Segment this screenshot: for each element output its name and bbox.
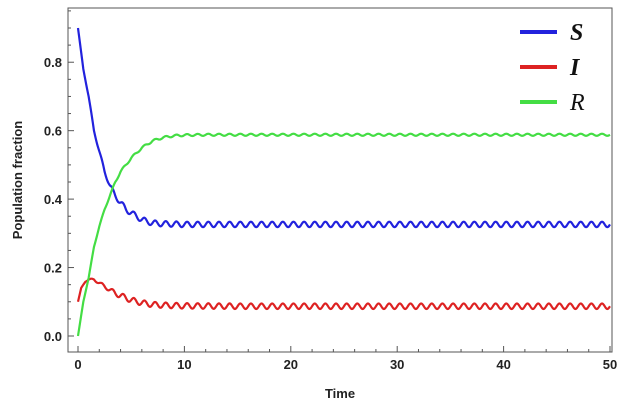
y-axis: 0.0 0.2 0.4 0.6 0.8 <box>44 10 74 344</box>
y-tick-label: 0.2 <box>44 261 62 276</box>
series-layer <box>76 27 611 337</box>
x-tick-label: 0 <box>74 357 81 372</box>
x-tick-label: 30 <box>390 357 404 372</box>
y-tick-label: 0.4 <box>44 192 63 207</box>
series-line-S <box>76 27 611 229</box>
y-tick-label: 0.6 <box>44 124 62 139</box>
x-axis-title: Time <box>325 386 355 401</box>
x-tick-label: 40 <box>496 357 510 372</box>
x-axis: 0 10 20 30 40 50 <box>74 346 617 372</box>
legend: SIR <box>520 20 585 116</box>
y-axis-title: Population fraction <box>10 121 25 240</box>
y-tick-label: 0.0 <box>44 329 62 344</box>
plot-border <box>67 7 613 353</box>
legend-label-R: R <box>569 90 585 116</box>
x-tick-label: 50 <box>603 357 617 372</box>
x-tick-label: 10 <box>177 357 191 372</box>
series-line-I <box>76 277 611 311</box>
legend-label-S: S <box>570 20 583 46</box>
series-line-R <box>76 132 611 337</box>
plot-frame <box>67 7 613 353</box>
legend-label-I: I <box>569 55 581 81</box>
y-tick-label: 0.8 <box>44 55 62 70</box>
x-tick-label: 20 <box>284 357 298 372</box>
